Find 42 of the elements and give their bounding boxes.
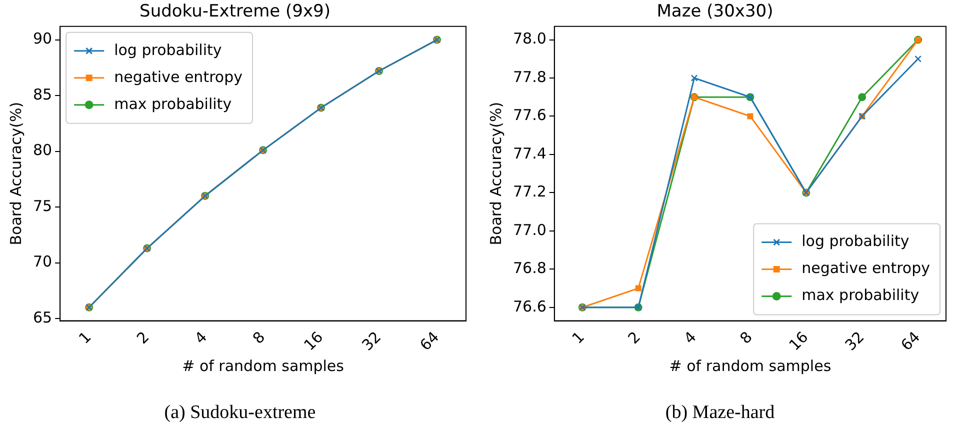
legend-label: log probability — [114, 40, 222, 59]
text: (a) Sudoku-extreme — [163, 402, 317, 424]
x-tick-label: 8 — [736, 328, 756, 348]
x-axis-title: # of random samples — [669, 356, 832, 375]
x-tick-label: 2 — [133, 328, 153, 348]
y-tick-label: 90 — [32, 30, 52, 48]
y-tick-label: 75 — [32, 196, 52, 215]
x-tick-label: 4 — [191, 328, 211, 348]
y-tick-label: 76.6 — [512, 297, 546, 316]
x-tick-label: 8 — [249, 328, 269, 348]
y-tick-label: 80 — [32, 141, 52, 160]
x-tick-label: 32 — [841, 328, 868, 354]
x-axis-title: # of random samples — [182, 356, 344, 375]
legend-label: max probability — [802, 286, 920, 304]
text: (b) Maze-hard — [664, 402, 776, 424]
x-tick-label: 64 — [416, 328, 443, 354]
x-tick-label: 2 — [624, 328, 644, 348]
legend-label: negative entropy — [114, 68, 243, 86]
y-axis-title: Board Accuracy(%) — [486, 102, 505, 246]
x-tick-label: 32 — [358, 328, 385, 354]
chart-title: Sudoku-Extreme (9x9) — [140, 2, 330, 22]
x-tick-label: 16 — [300, 328, 327, 354]
y-tick-label: 77.4 — [512, 144, 546, 162]
legend-label: negative entropy — [802, 259, 930, 278]
x-tick-label: 64 — [897, 328, 924, 354]
legend-label: log probability — [802, 232, 910, 250]
y-tick-label: 78.0 — [512, 30, 546, 48]
y-tick-label: 77.6 — [512, 106, 546, 124]
y-tick-label: 70 — [32, 252, 52, 271]
y-tick-label: 85 — [32, 85, 52, 104]
x-tick-label: 1 — [568, 328, 588, 348]
y-tick-label: 65 — [32, 308, 52, 326]
x-tick-label: 16 — [785, 328, 812, 354]
legend-label: max probability — [114, 94, 232, 113]
x-tick-label: 4 — [680, 328, 700, 348]
chart-title: Maze (30x30) — [656, 2, 774, 22]
y-tick-label: 77.8 — [512, 68, 546, 86]
y-axis-title: Board Accuracy(%) — [6, 102, 25, 246]
y-tick-label: 77.2 — [512, 182, 546, 201]
y-tick-label: 76.8 — [512, 259, 546, 278]
x-tick-label: 1 — [75, 328, 95, 348]
y-tick-label: 77.0 — [512, 220, 546, 239]
